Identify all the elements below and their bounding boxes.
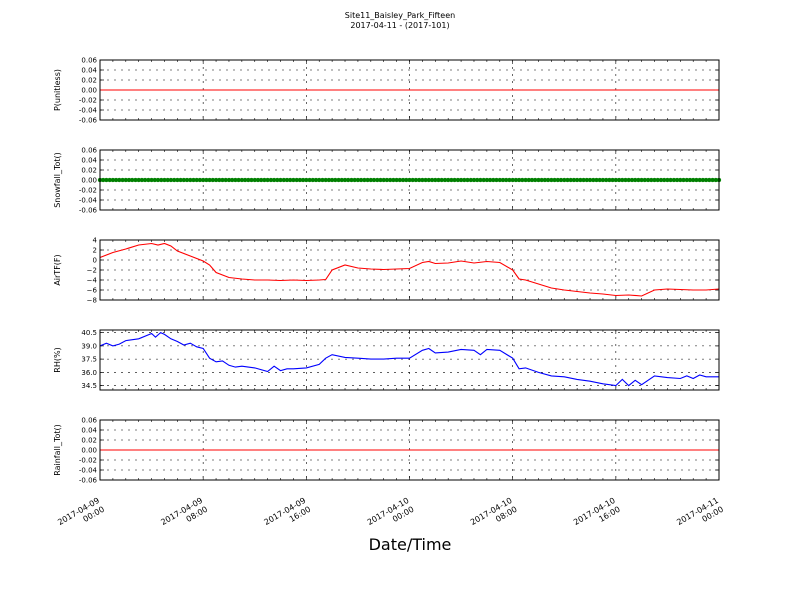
axes-frame <box>99 419 720 481</box>
axes-frame <box>99 149 720 211</box>
x-tick-label: 2017-04-1100:00 <box>675 496 725 536</box>
y-tick-label: 0.02 <box>81 167 97 175</box>
x-tick-label: 2017-04-0908:00 <box>159 496 209 536</box>
y-tick-label: −8 <box>87 297 97 305</box>
y-tick-label: 0.00 <box>81 447 97 455</box>
y-tick-label: 0.04 <box>81 157 97 165</box>
y-tick-label: 0.00 <box>81 87 97 95</box>
y-tick-label: 39.0 <box>81 342 97 350</box>
y-tick-label: -0.02 <box>79 457 97 465</box>
x-tick-label: 2017-04-1008:00 <box>469 496 519 536</box>
y-tick-label: 36.0 <box>81 369 97 377</box>
y-tick-label: 0.04 <box>81 427 97 435</box>
figure-title: Site11_Baisley_Park_Fifteen <box>344 11 456 20</box>
axes-frame <box>99 329 720 391</box>
y-tick-label: 0.04 <box>81 67 97 75</box>
y-axis-label: RH(%) <box>53 347 62 372</box>
y-tick-label: -0.04 <box>79 467 98 475</box>
axes-frame <box>99 59 720 121</box>
y-tick-label: −6 <box>87 287 98 295</box>
x-tick-label: 2017-04-1016:00 <box>572 496 622 536</box>
x-tick-label: 2017-04-0916:00 <box>263 496 313 536</box>
y-tick-label: 40.5 <box>81 329 97 337</box>
y-axis-label: Snowfall_Tot() <box>53 152 62 208</box>
y-tick-label: -0.06 <box>79 207 98 215</box>
subplot-3: 4 2 0 −2 −4 −6 −8 AirTF(F) <box>53 237 720 305</box>
y-tick-label: -0.06 <box>79 117 98 125</box>
y-tick-label: -0.02 <box>79 187 97 195</box>
subplot-1: 0.06 0.04 0.02 0.00 -0.02 -0.04 -0.06 P(unitles… <box>53 57 720 125</box>
y-tick-label: 0.00 <box>81 177 97 185</box>
x-tick-label: 2017-04-1000:00 <box>366 496 416 536</box>
series-line <box>99 242 720 297</box>
x-tick-label: 2017-04-0900:00 <box>56 496 106 536</box>
figure-subtitle: 2017-04-11 - (2017-101) <box>350 21 450 30</box>
subplot-5: 0.06 0.04 0.02 0.00 -0.02 -0.04 -0.06 Rainfall_… <box>53 417 720 485</box>
y-tick-label: 34.5 <box>81 382 97 390</box>
y-tick-label: 37.5 <box>81 356 97 364</box>
y-tick-label: -0.06 <box>79 477 98 485</box>
y-tick-label: 0.06 <box>81 417 97 425</box>
y-tick-label: −2 <box>87 267 97 275</box>
y-axis-label: P(unitless) <box>53 69 62 111</box>
y-tick-label: -0.02 <box>79 97 97 105</box>
y-tick-label: 0.06 <box>81 147 97 155</box>
axes-frame <box>99 239 720 301</box>
y-tick-label: 4 <box>93 237 98 245</box>
series-line <box>99 331 719 387</box>
y-tick-label: 0.02 <box>81 437 97 445</box>
y-tick-label: 2 <box>93 247 97 255</box>
subplot-2: 0.06 0.04 0.02 0.00 -0.02 -0.04 -0.06 Snowfall_… <box>53 147 722 215</box>
y-tick-label: 0.02 <box>81 77 97 85</box>
y-tick-label: 0 <box>93 257 97 265</box>
y-axis-label: Rainfall_Tot() <box>53 424 62 476</box>
y-tick-label: −4 <box>87 277 98 285</box>
y-tick-label: 0.06 <box>81 57 97 65</box>
subplot-4: 40.5 39.0 37.5 36.0 34.5 RH(%) <box>53 329 720 391</box>
y-axis-label: AirTF(F) <box>53 254 62 285</box>
y-tick-label: -0.04 <box>79 107 98 115</box>
y-tick-label: -0.04 <box>79 197 98 205</box>
x-axis-label: Date/Time <box>369 535 452 554</box>
